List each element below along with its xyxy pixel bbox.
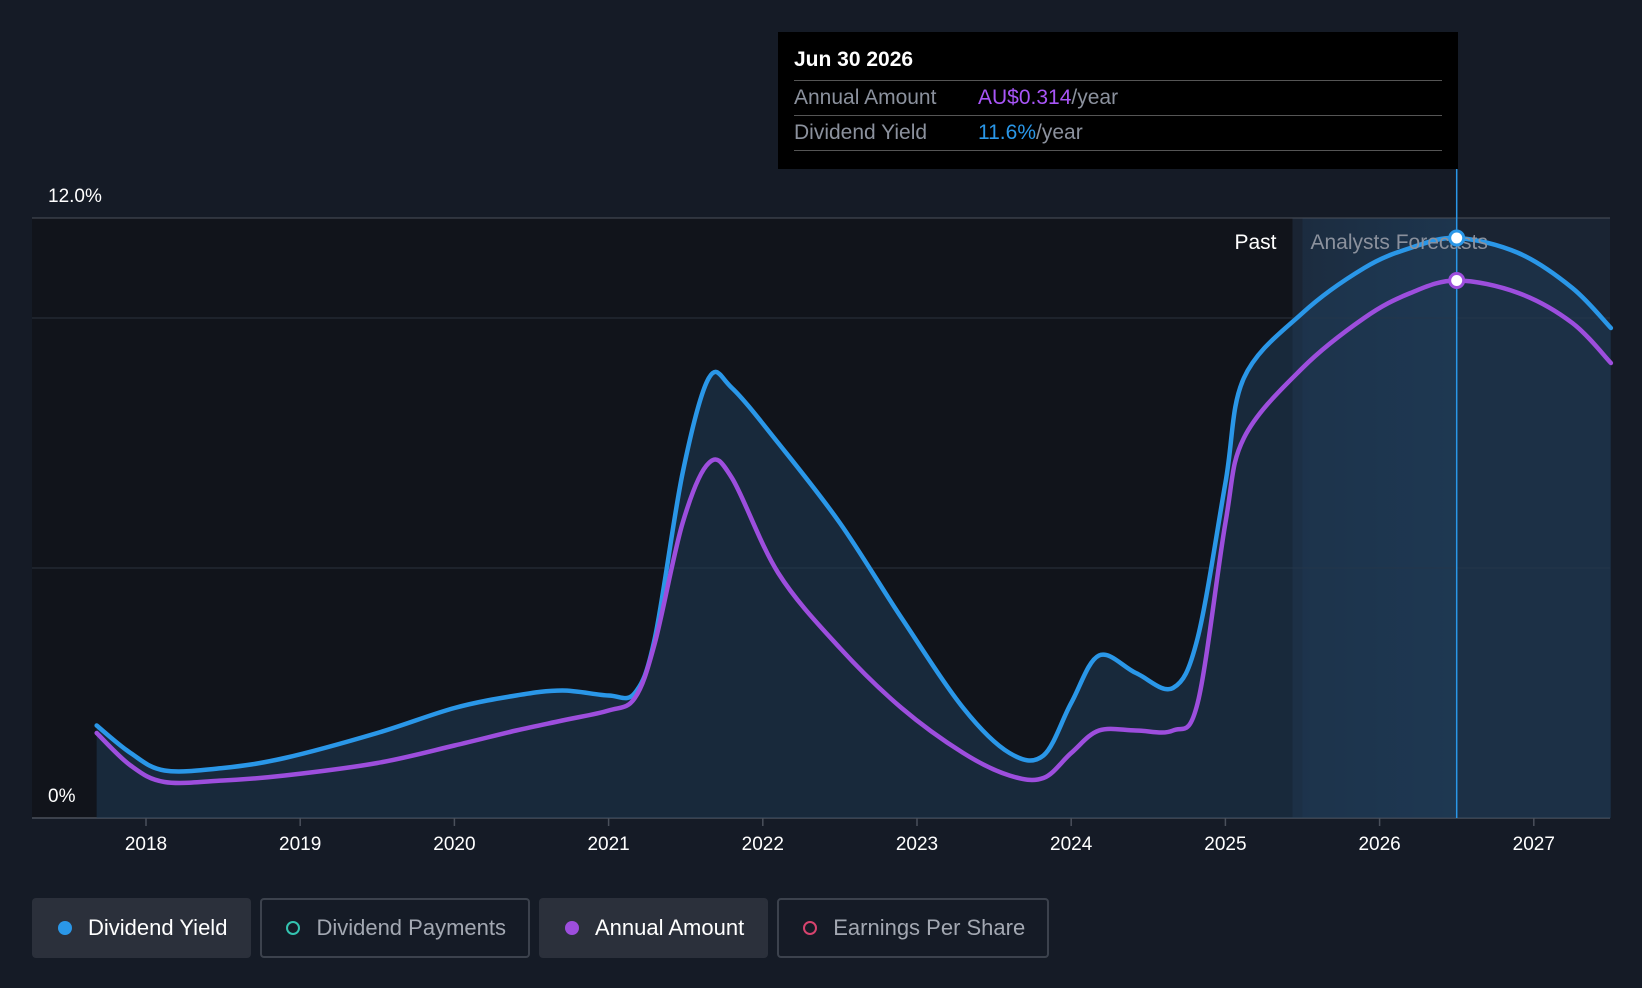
x-tick-label: 2025 [1204,834,1246,855]
x-tick-label: 2018 [125,834,167,855]
x-tick-label: 2020 [433,834,475,855]
x-tick-label: 2021 [587,834,629,855]
legend-label: Earnings Per Share [833,915,1026,940]
forecast-label: Analysts Forecasts [1311,231,1488,254]
dividend-chart: 2018 2019 2020 2021 2022 2023 2024 2025 2026 2027… [32,169,1614,855]
legend-dividend-yield[interactable]: Dividend Yield [32,898,252,958]
x-tick-label: 2024 [1050,834,1093,855]
filled-circle-icon [58,921,72,935]
past-label: Past [1234,231,1276,254]
dividend-yield-area [96,237,1611,819]
dividend-yield-marker [1448,229,1466,247]
x-tick-label: 2026 [1358,834,1400,855]
filled-circle-icon [564,921,579,935]
chart-tooltip: Jun 30 2026 Annual Amount AU$0.314 /year… [778,32,1458,169]
chart-legend: Dividend Yield Dividend Payments Annual … [32,898,1050,958]
tooltip-row-dividend-yield: Dividend Yield 11.6% /year [794,115,1442,151]
legend-label: Annual Amount [594,915,745,940]
x-tick-label: 2023 [896,834,938,855]
tooltip-date: Jun 30 2026 [794,48,914,71]
tooltip-label: Annual Amount [794,86,937,109]
x-tick-label: 2027 [1513,834,1555,855]
legend-annual-amount[interactable]: Annual Amount [538,898,769,958]
tooltip-value: 11.6% [978,121,1036,144]
x-tick-label: 2019 [279,834,321,855]
hollow-circle-icon [803,921,818,935]
tooltip-row-annual-amount: Annual Amount AU$0.314 /year [794,80,1442,115]
legend-label: Dividend Payments [316,915,506,940]
legend-earnings-per-share[interactable]: Earnings Per Share [777,898,1050,958]
legend-dividend-payments[interactable]: Dividend Payments [260,898,530,958]
hollow-circle-icon [286,921,301,935]
y-tick-label-bottom: 0% [48,786,76,807]
tooltip-label: Dividend Yield [794,121,928,144]
tooltip-unit: /year [1036,121,1083,144]
tooltip-value: AU$0.314 [978,86,1072,109]
chart-svg: 2018 2019 2020 2021 2022 2023 2024 2025 2026 2027… [32,169,1614,855]
tooltip-unit: /year [1071,86,1119,109]
annual-amount-line [94,278,1614,786]
y-tick-label-top: 12.0% [48,186,102,207]
legend-label: Dividend Yield [88,915,228,940]
dividend-yield-line [94,235,1614,774]
annual-amount-marker [1448,272,1466,289]
x-tick-label: 2022 [742,834,784,855]
